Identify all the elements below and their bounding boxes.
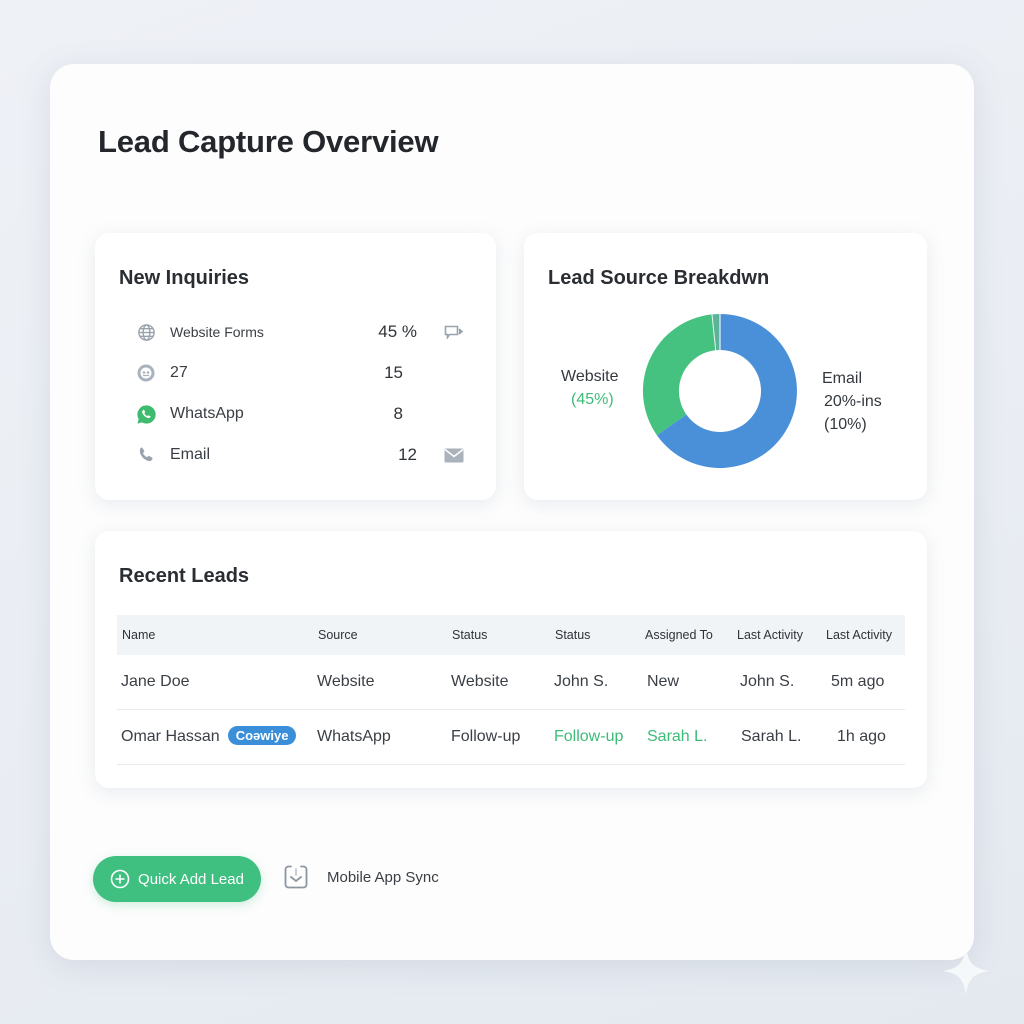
globe-icon <box>135 321 157 343</box>
lead-name: Omar Hassan <box>121 728 220 745</box>
new-inquiries-card: New Inquiries Website Forms 45 % <box>95 233 496 500</box>
cell-name: Jane Doe <box>121 673 190 690</box>
recent-leads-card: Recent Leads Name Source Status Status A… <box>95 531 927 788</box>
table-header: Name Source Status Status Assigned To La… <box>117 615 905 655</box>
plus-circle-icon <box>110 869 130 889</box>
legend-pct: (45%) <box>571 391 614 408</box>
cell-name: Omar Hassan Coəwiye <box>121 710 297 764</box>
status-badge[interactable]: Coəwiye <box>227 726 297 745</box>
column-header-source[interactable]: Source <box>318 628 358 642</box>
column-header-status[interactable]: Status <box>452 628 488 642</box>
cell-status: Follow-up <box>451 728 521 745</box>
inquiry-label: 27 <box>170 364 188 381</box>
recent-leads-table: Name Source Status Status Assigned To La… <box>117 615 905 765</box>
quick-add-lead-button[interactable]: Quick Add Lead <box>93 856 261 902</box>
legend-label: Website <box>561 368 619 385</box>
messenger-icon <box>135 362 157 384</box>
column-header-status-2[interactable]: Status <box>555 628 591 642</box>
cell-status-2: John S. <box>554 673 609 690</box>
inquiry-label: Email <box>170 446 211 463</box>
inquiry-label: Website Forms <box>170 324 264 340</box>
sync-label: Mobile App Sync <box>327 868 439 886</box>
table-row[interactable]: Omar Hassan Coəwiye WhatsApp Follow-up Fo… <box>117 710 905 765</box>
card-title: Lead Source Breakdwn <box>548 267 770 289</box>
column-header-last-activity-2[interactable]: Last Activity <box>826 628 892 642</box>
inquiry-value: 8 <box>393 404 403 423</box>
card-title: Recent Leads <box>119 565 250 587</box>
inquiry-row-email[interactable]: Email 12 <box>135 441 465 469</box>
download-tray-icon <box>283 864 309 890</box>
legend-line2: 20%-ins <box>824 393 882 410</box>
cell-source: Website <box>317 673 375 690</box>
column-header-last-activity[interactable]: Last Activity <box>737 628 803 642</box>
whatsapp-icon <box>135 403 157 425</box>
cell-status-2: Follow-up <box>554 728 624 745</box>
inquiry-row-whatsapp[interactable]: WhatsApp 8 <box>135 400 465 428</box>
inquiry-value: 15 <box>384 363 403 382</box>
mobile-app-sync-button[interactable]: Mobile App Sync <box>283 864 439 890</box>
lead-source-breakdown-card: Lead Source Breakdwn Website (45%) Email… <box>524 233 927 500</box>
donut-chart[interactable] <box>642 313 802 473</box>
legend-email: Email 20%-ins (10%) <box>822 367 882 436</box>
column-header-name[interactable]: Name <box>122 628 156 642</box>
dashboard-panel: Lead Capture Overview New Inquiries Webs… <box>50 64 974 960</box>
chat-forward-icon[interactable] <box>443 323 465 341</box>
donut-segment-teal <box>712 313 720 351</box>
inquiry-row-messenger[interactable]: 27 15 <box>135 359 465 387</box>
column-header-assigned-to[interactable]: Assigned To <box>645 628 713 642</box>
legend-line3: (10%) <box>824 416 867 433</box>
table-row[interactable]: Jane Doe Website Website John S. New Joh… <box>117 655 905 710</box>
cell-activity: John S. <box>740 673 795 690</box>
cell-activity: Sarah L. <box>741 728 802 745</box>
legend-label: Email <box>822 370 863 387</box>
cell-activity-2: 1h ago <box>837 728 886 745</box>
sparkle-icon <box>942 947 990 995</box>
donut-segment-blue <box>656 314 797 468</box>
cell-activity-2: 5m ago <box>831 673 885 690</box>
legend-website: Website (45%) <box>561 365 619 411</box>
inquiry-value: 12 <box>398 445 417 464</box>
cell-source: WhatsApp <box>317 728 391 745</box>
cell-status: Website <box>451 673 509 690</box>
inquiry-row-website-forms[interactable]: Website Forms 45 % <box>135 318 465 346</box>
quick-add-label: Quick Add Lead <box>138 870 244 888</box>
mail-icon[interactable] <box>443 446 465 464</box>
card-title: New Inquiries <box>119 267 250 289</box>
page-title: Lead Capture Overview <box>98 124 439 159</box>
phone-icon <box>135 444 157 466</box>
cell-assigned: Sarah L. <box>647 728 708 745</box>
donut-segment-website <box>642 314 716 436</box>
cell-assigned: New <box>647 673 680 690</box>
inquiry-value: 45 % <box>378 322 417 341</box>
inquiry-label: WhatsApp <box>170 405 244 422</box>
